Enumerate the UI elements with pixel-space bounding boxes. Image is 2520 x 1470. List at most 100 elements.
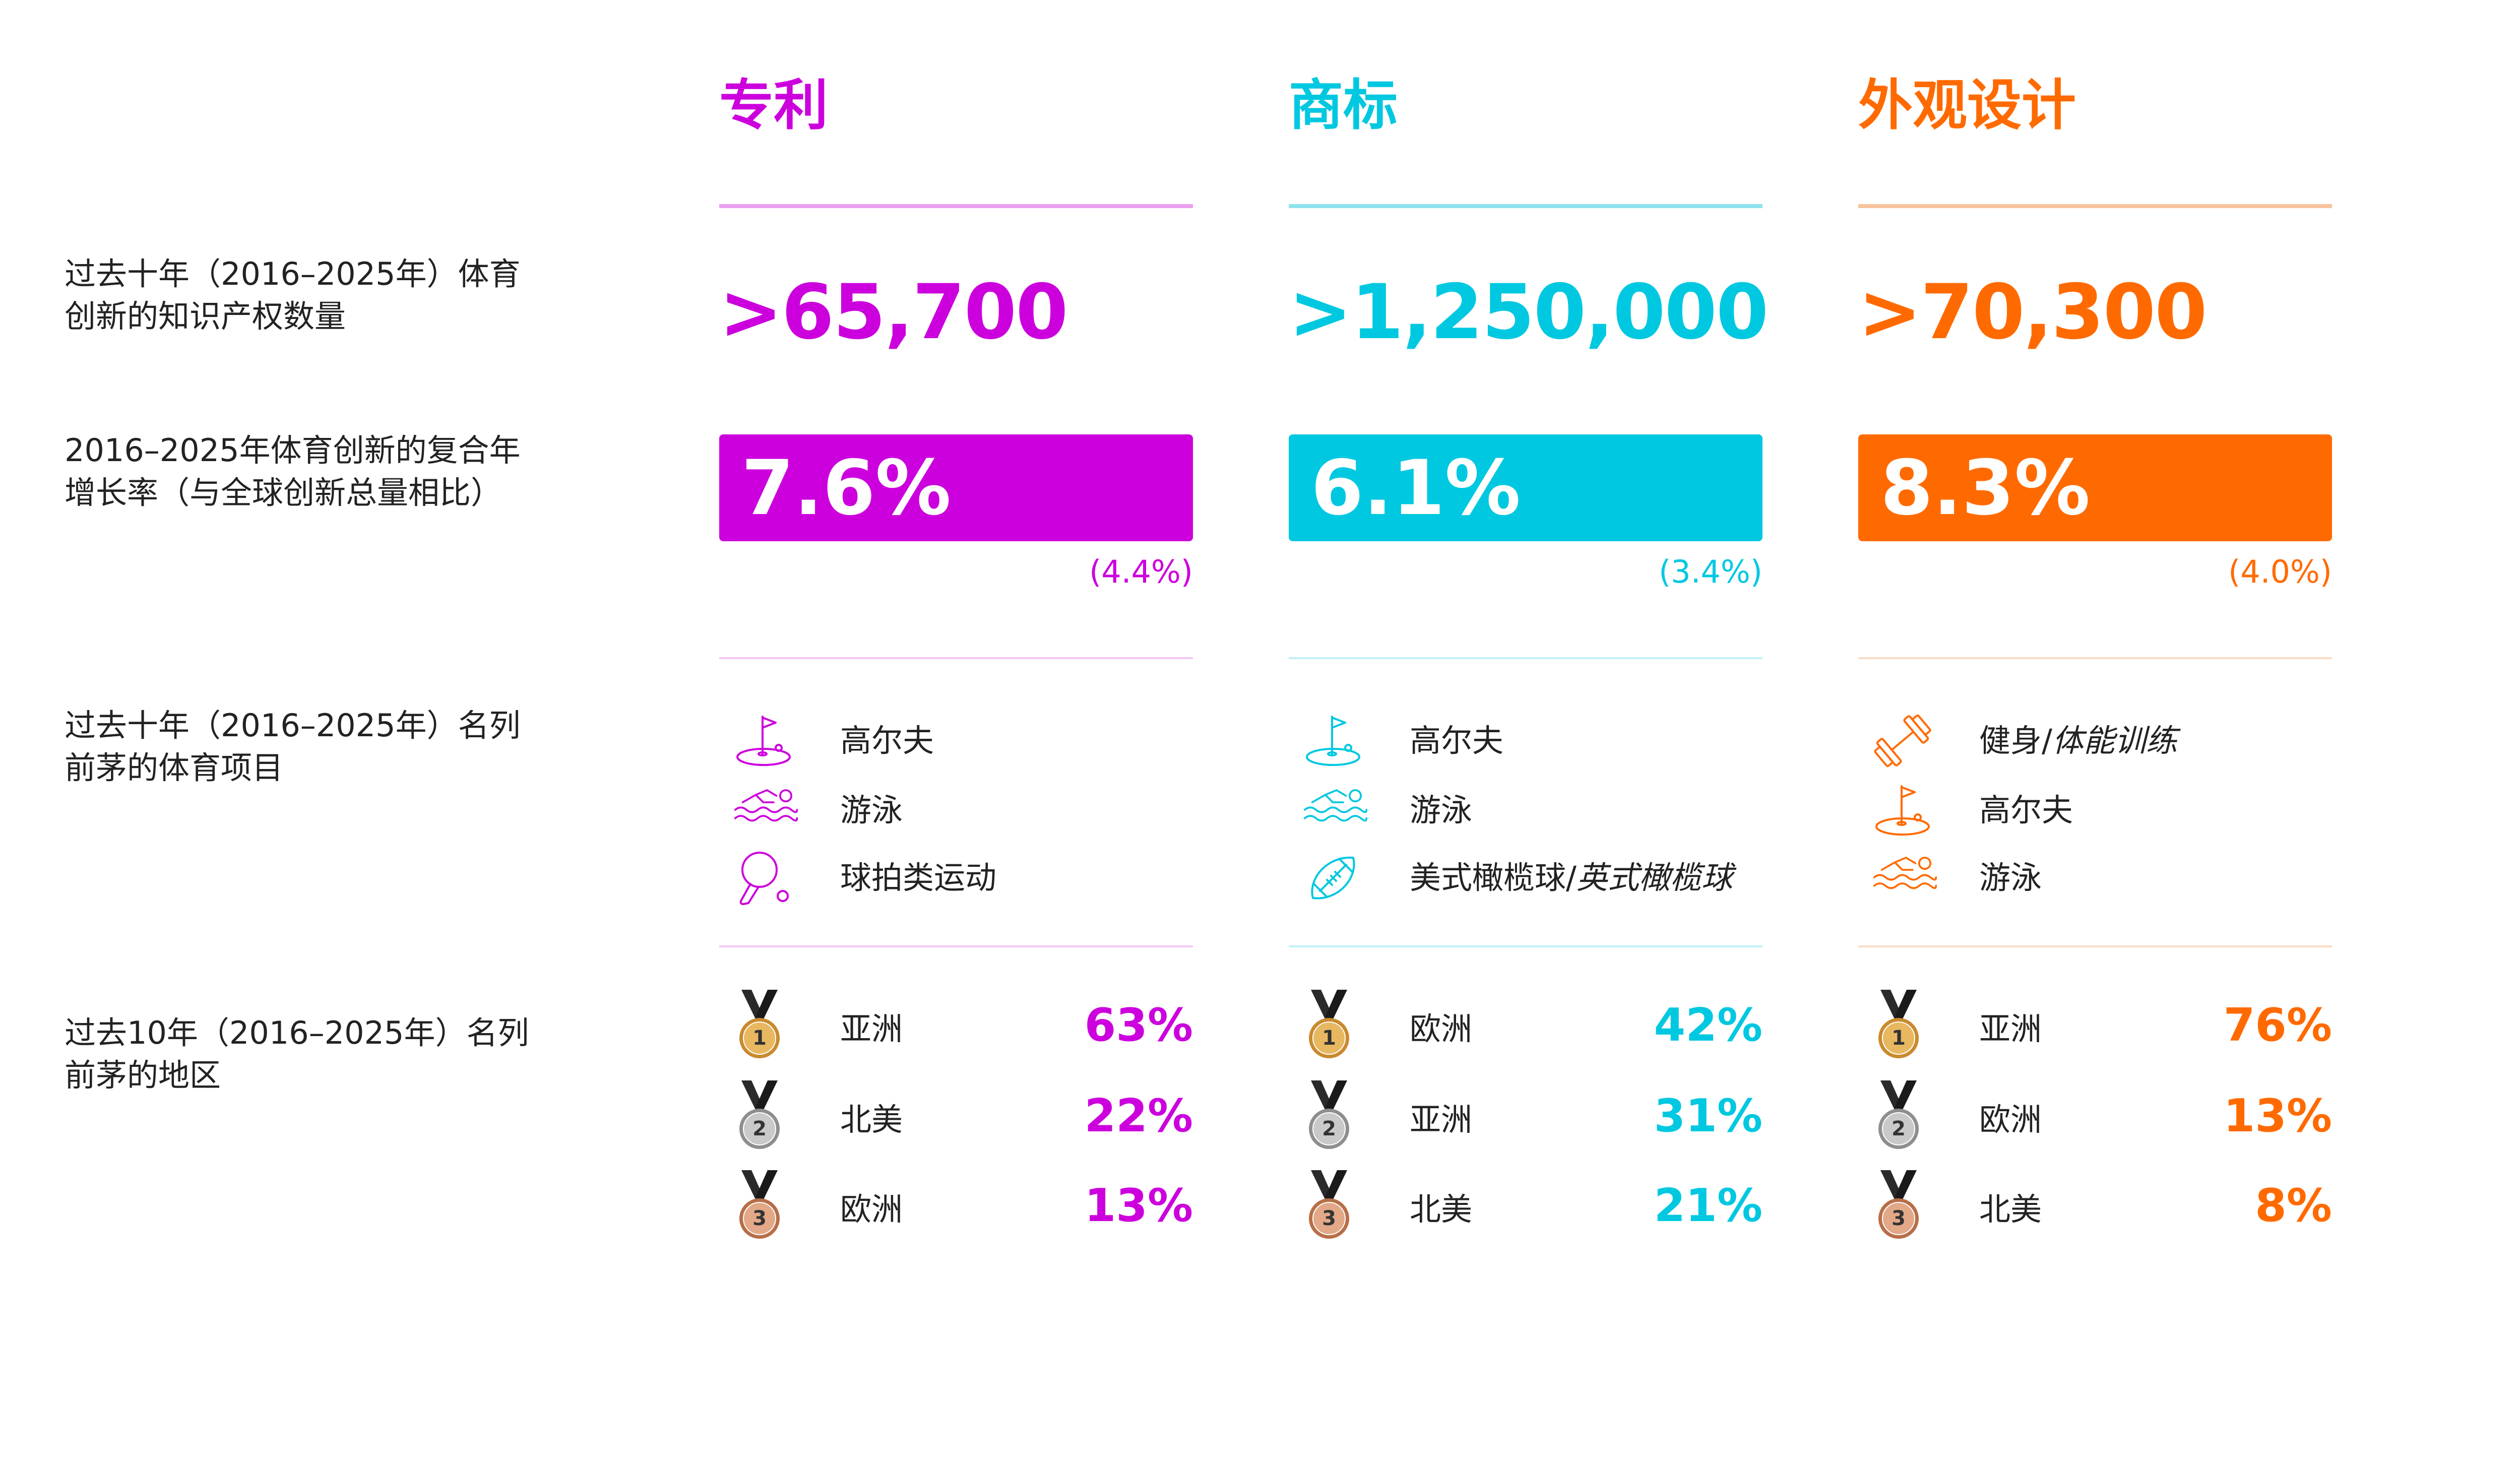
row-label-line: 2016–2025年体育创新的复合年 — [65, 429, 569, 472]
section-divider — [1858, 657, 2332, 659]
region-share: 21% — [1654, 1178, 1762, 1234]
region-name: 欧洲 — [1979, 1099, 2042, 1141]
golf-icon — [1303, 711, 1363, 771]
title-divider — [1289, 204, 1762, 208]
region-item: 2 欧洲 13% — [1858, 1078, 2332, 1154]
region-name: 欧洲 — [1410, 1008, 1472, 1050]
column-trademarks: 商标>1,250,0006.1%(3.4%)高尔夫游泳美式橄榄球/英式橄榄球1欧… — [1289, 0, 1762, 1470]
column-designs: 外观设计>70,3008.3%(4.0%)健身/体能训练高尔夫游泳1亚洲76%2… — [1858, 0, 2332, 1470]
sport-label-text: 游泳 — [1410, 792, 1472, 828]
sport-label-text: 球拍类运动 — [840, 859, 996, 896]
row-label-line: 过去10年（2016–2025年）名列 — [65, 1012, 569, 1054]
sport-label: 高尔夫 — [1979, 789, 2073, 832]
sport-label-italic: 英式橄榄球 — [1577, 859, 1733, 896]
section-divider — [1858, 945, 2332, 947]
medal-rank: 2 — [1304, 1118, 1354, 1140]
sport-item: 高尔夫 — [1858, 780, 2332, 841]
medal-rank: 3 — [1304, 1207, 1354, 1230]
row-label-cagr: 2016–2025年体育创新的复合年 增长率（与全球创新总量相比） — [65, 429, 569, 514]
region-name: 北美 — [1410, 1188, 1472, 1231]
american-football-icon — [1303, 848, 1363, 908]
cagr-value: 6.1% — [1311, 445, 1521, 531]
section-divider — [719, 945, 1193, 947]
medal-icon: 3 — [734, 1168, 785, 1244]
region-share: 13% — [1085, 1178, 1193, 1234]
sport-item: 高尔夫 — [1289, 711, 1762, 771]
racket-sports-icon — [733, 848, 794, 908]
total-ip-count: >1,250,000 — [1289, 267, 1768, 358]
medal-icon: 2 — [734, 1078, 785, 1154]
sport-label-text: 游泳 — [1979, 859, 2042, 896]
region-item: 1 欧洲 42% — [1289, 988, 1762, 1063]
medal-icon: 3 — [1873, 1168, 1924, 1244]
row-label-line: 过去十年（2016–2025年）名列 — [65, 705, 569, 747]
sport-item: 球拍类运动 — [719, 848, 1193, 908]
cagr-value: 8.3% — [1880, 445, 2090, 531]
sport-label-text: 高尔夫 — [840, 722, 934, 759]
sport-item: 美式橄榄球/英式橄榄球 — [1289, 848, 1762, 908]
golf-icon — [733, 711, 794, 771]
region-name: 北美 — [840, 1099, 903, 1141]
medal-rank: 1 — [1873, 1027, 1924, 1049]
region-share: 8% — [2255, 1178, 2332, 1234]
sport-label-text: 游泳 — [840, 792, 903, 828]
cagr-value: 7.6% — [741, 445, 951, 531]
total-ip-count: >70,300 — [1858, 267, 2207, 358]
section-divider — [1289, 945, 1762, 947]
region-name: 亚洲 — [1979, 1008, 2042, 1050]
region-item: 2北美22% — [719, 1078, 1193, 1154]
medal-icon: 1 — [1304, 988, 1354, 1063]
medal-rank: 2 — [1873, 1118, 1924, 1140]
region-item: 1亚洲76% — [1858, 988, 2332, 1063]
medal-rank: 2 — [734, 1118, 785, 1140]
sport-label: 美式橄榄球/英式橄榄球 — [1410, 857, 1733, 899]
column-patents: 专利>65,7007.6%(4.4%)高尔夫游泳球拍类运动1亚洲63%2北美22… — [719, 0, 1193, 1470]
column-title: 外观设计 — [1858, 73, 2076, 139]
region-item: 1 亚洲 63% — [719, 988, 1193, 1063]
region-name: 北美 — [1979, 1188, 2042, 1231]
column-title: 商标 — [1289, 73, 1398, 139]
swimming-icon — [1303, 780, 1363, 841]
row-label-line: 过去十年（2016–2025年）体育 — [65, 253, 569, 295]
region-share: 42% — [1654, 998, 1762, 1053]
row-label-line: 创新的知识产权数量 — [65, 295, 569, 338]
sport-label: 游泳 — [1410, 789, 1472, 832]
medal-rank: 3 — [734, 1207, 785, 1230]
global-cagr-value: (4.0%) — [2228, 549, 2332, 595]
region-share: 13% — [2224, 1089, 2332, 1144]
medal-icon: 2 — [1873, 1078, 1924, 1154]
row-label-line: 前茅的体育项目 — [65, 747, 569, 789]
medal-icon: 2 — [1304, 1078, 1354, 1154]
sport-label-text: 健身/ — [1979, 722, 2052, 759]
medal-rank: 3 — [1873, 1207, 1924, 1230]
global-cagr-value: (4.4%) — [1089, 549, 1193, 595]
section-divider — [719, 657, 1193, 659]
region-share: 63% — [1085, 998, 1193, 1053]
sport-label-text: 高尔夫 — [1979, 792, 2073, 828]
swimming-icon — [1872, 848, 1933, 908]
swimming-icon — [733, 780, 794, 841]
sport-label-italic: 体能训练 — [2052, 722, 2177, 759]
region-name: 亚洲 — [840, 1008, 903, 1050]
medal-icon: 1 — [734, 988, 785, 1063]
sport-label: 健身/体能训练 — [1979, 720, 2177, 762]
cagr-bar: 6.1% — [1289, 434, 1762, 541]
row-label-top-sports: 过去十年（2016–2025年）名列 前茅的体育项目 — [65, 705, 569, 789]
golf-icon — [1872, 780, 1933, 841]
total-ip-count: >65,700 — [719, 267, 1067, 358]
title-divider — [1858, 204, 2332, 208]
sport-item: 健身/体能训练 — [1858, 711, 2332, 771]
medal-rank: 1 — [734, 1027, 785, 1049]
sport-item: 高尔夫 — [719, 711, 1193, 771]
column-title: 专利 — [719, 73, 828, 139]
sport-item: 游泳 — [1858, 848, 2332, 908]
medal-icon: 1 — [1873, 988, 1924, 1063]
global-cagr-value: (3.4%) — [1659, 549, 1762, 595]
sport-label-text: 美式橄榄球/ — [1410, 859, 1577, 896]
sport-label: 高尔夫 — [1410, 720, 1503, 762]
row-label-top-regions: 过去10年（2016–2025年）名列 前茅的地区 — [65, 1012, 569, 1097]
region-name: 欧洲 — [840, 1188, 903, 1231]
sport-label: 球拍类运动 — [840, 857, 996, 899]
sport-item: 游泳 — [719, 780, 1193, 841]
medal-rank: 1 — [1304, 1027, 1354, 1049]
